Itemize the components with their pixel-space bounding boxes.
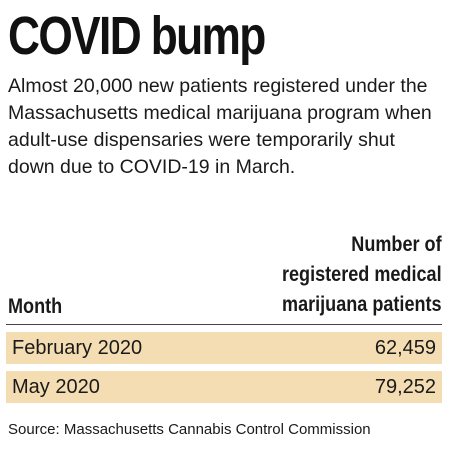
row-value-cell: 62,459 [374,337,436,359]
subhead: Almost 20,000 new patients registered un… [8,75,432,178]
table-row: February 2020 62,459 [6,332,442,364]
column-header-patients: Number of registered medical marijuana p… [282,233,442,316]
table-row: May 2020 79,252 [6,371,442,403]
patients-table: Month Number of registered medical marij… [6,228,442,403]
source-note: Source: Massachusetts Cannabis Control C… [8,421,371,438]
row-value-cell: 79,252 [374,376,436,398]
row-month-cell: February 2020 [12,337,143,359]
table-header-row: Month Number of registered medical marij… [6,228,442,325]
column-header-month: Month [8,295,63,318]
row-month-cell: May 2020 [12,376,100,398]
headline: COVID bump [8,6,266,66]
